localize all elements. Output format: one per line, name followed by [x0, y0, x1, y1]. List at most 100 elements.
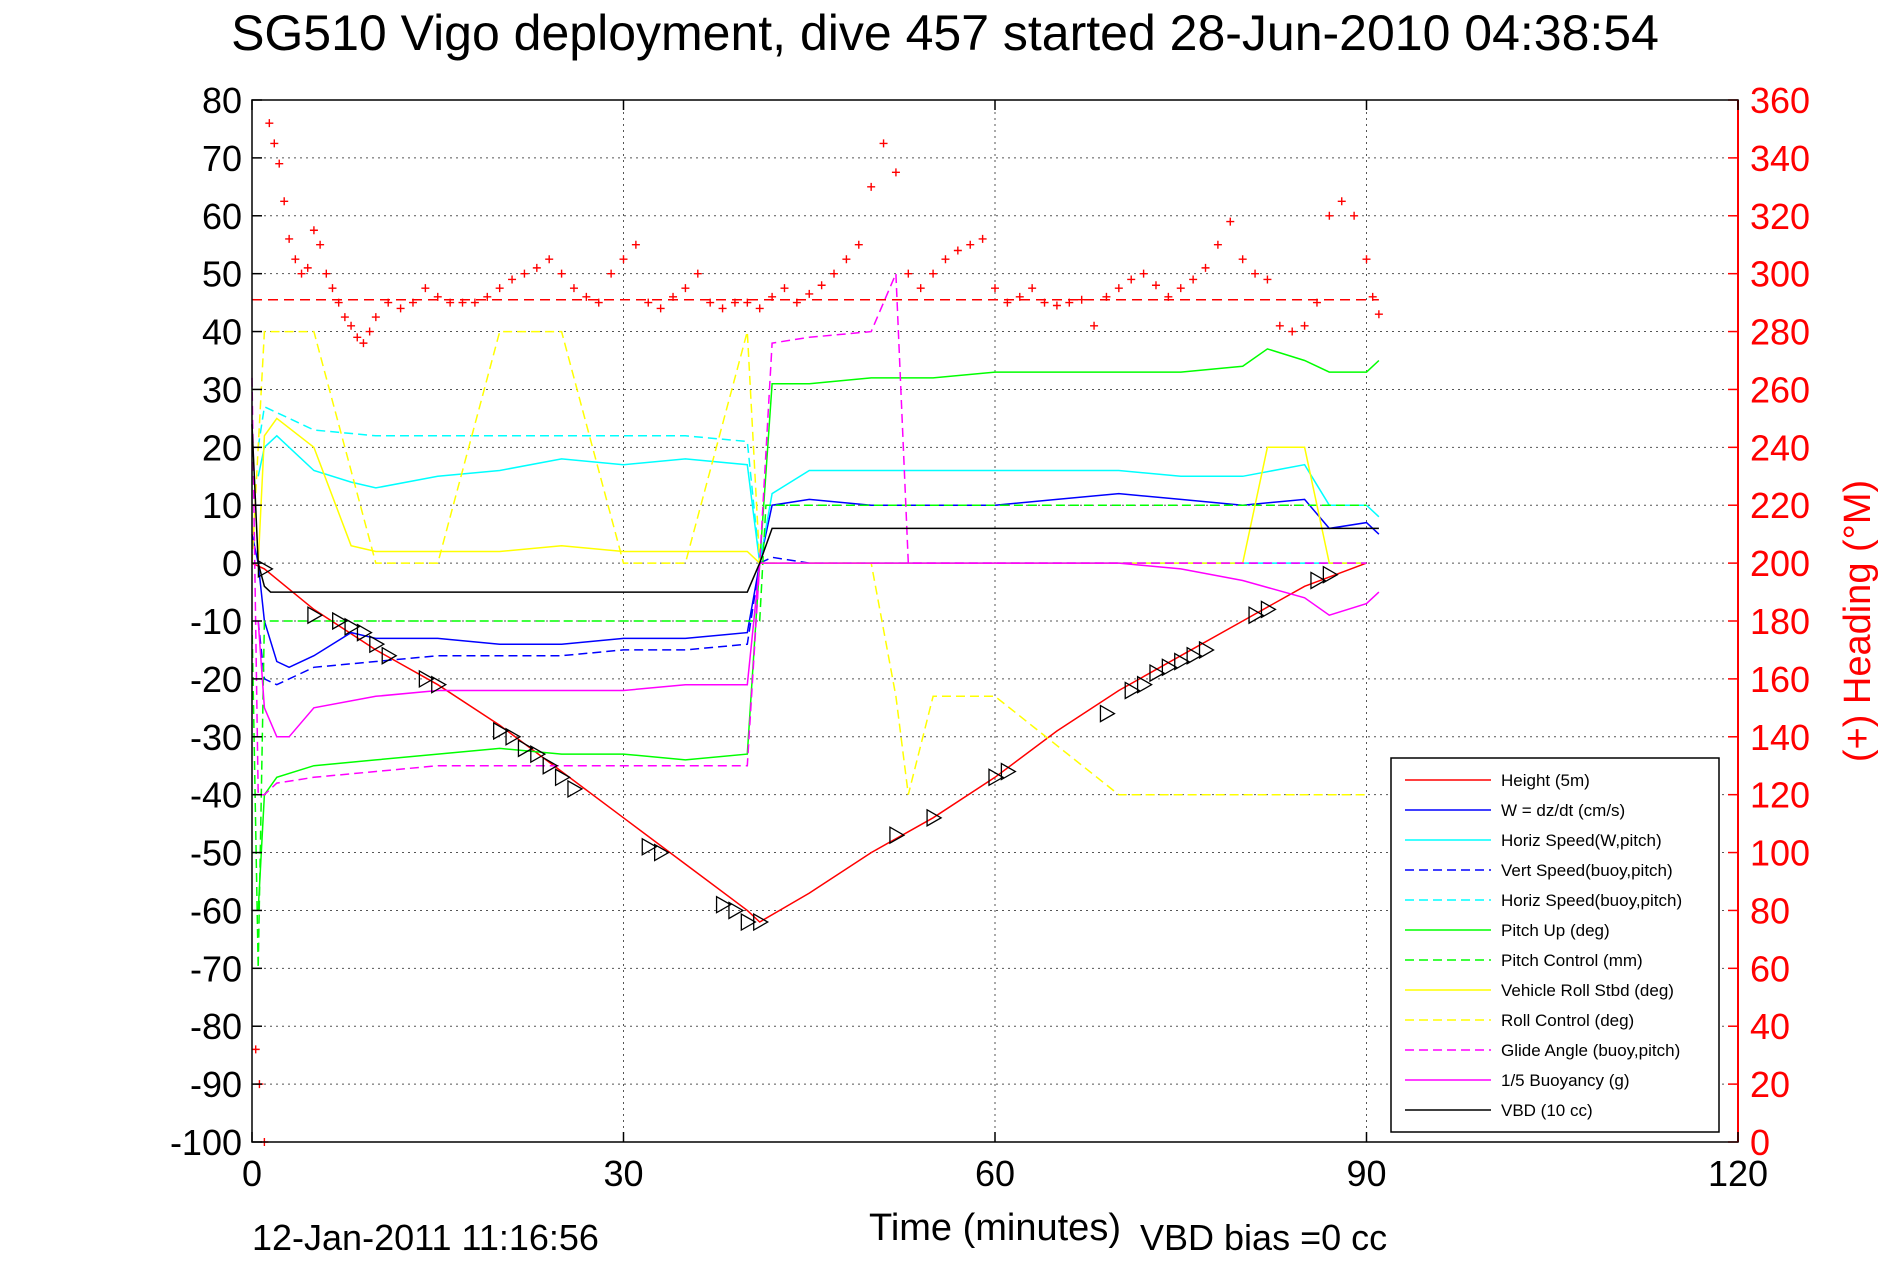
heading-point — [1350, 211, 1359, 220]
triangle-marker — [1186, 646, 1203, 665]
heading-point — [285, 234, 294, 243]
triangle-marker — [889, 826, 906, 845]
heading-point — [1052, 301, 1061, 310]
y-tick-label: -80 — [190, 1006, 242, 1047]
heading-point — [1139, 269, 1148, 278]
y2-axis-label: (+) Heading (°M) — [1837, 480, 1879, 762]
x-tick-label: 60 — [975, 1153, 1015, 1194]
y2-tick-label: 60 — [1750, 948, 1790, 989]
series-line-1 — [251, 492, 1380, 669]
y2-tick-label: 80 — [1750, 890, 1790, 931]
heading-point — [966, 240, 975, 249]
heading-point — [365, 327, 374, 336]
heading-point — [359, 339, 368, 348]
y2-tick-label: 320 — [1750, 196, 1810, 237]
triangle-marker — [1310, 571, 1327, 590]
heading-point — [631, 240, 640, 249]
triangle-marker — [641, 837, 658, 856]
series-line-8 — [251, 330, 1367, 796]
heading-point — [1288, 327, 1297, 336]
heading-markers — [251, 119, 1383, 1146]
y-tick-label: -40 — [190, 775, 242, 816]
series-line-9 — [251, 273, 1367, 796]
heading-point — [867, 182, 876, 191]
heading-point — [656, 304, 665, 313]
heading-point — [309, 226, 318, 235]
heading-point — [532, 263, 541, 272]
heading-point — [569, 284, 578, 293]
heading-point — [1263, 275, 1272, 284]
triangle-marker — [554, 768, 571, 787]
y-tick-label: 10 — [202, 485, 242, 526]
y-axis: 80 70 60 50 40 30 20 10 0 -10 -20 -30 -40 -50 -60 -70 -8… — [170, 80, 262, 1163]
heading-point — [879, 139, 888, 148]
y-tick-label: -100 — [170, 1122, 242, 1163]
y2-tick-label: 200 — [1750, 543, 1810, 584]
y2-tick-label: 120 — [1750, 775, 1810, 816]
y-tick-label: -70 — [190, 948, 242, 989]
heading-point — [557, 269, 566, 278]
heading-point — [1300, 321, 1309, 330]
y-tick-label: -20 — [190, 659, 242, 700]
heading-point — [446, 298, 455, 307]
heading-point — [347, 321, 356, 330]
y2-tick-label: 240 — [1750, 427, 1810, 468]
heading-point — [681, 284, 690, 293]
triangle-marker — [1099, 704, 1116, 723]
heading-point — [1176, 284, 1185, 293]
triangle-marker — [257, 559, 274, 579]
heading-point — [353, 333, 362, 342]
heading-point — [730, 298, 739, 307]
y2-tick-label: 40 — [1750, 1006, 1790, 1047]
heading-point — [470, 298, 479, 307]
heading-point — [251, 1045, 260, 1054]
triangle-marker — [715, 895, 732, 914]
heading-point — [1114, 284, 1123, 293]
heading-point — [280, 197, 289, 206]
heading-point — [768, 292, 777, 301]
y2-tick-label: 280 — [1750, 312, 1810, 353]
triangle-marker — [1260, 600, 1277, 619]
y-tick-label: -10 — [190, 601, 242, 642]
triangle-marker — [431, 675, 448, 694]
y2-tick-label: 180 — [1750, 601, 1810, 642]
x-tick-label: 90 — [1346, 1153, 1386, 1194]
heading-point — [1003, 298, 1012, 307]
series-group — [251, 273, 1380, 969]
triangle-marker — [1124, 681, 1141, 700]
heading-point — [1368, 292, 1377, 301]
heading-point — [619, 255, 628, 264]
heading-point — [270, 139, 279, 148]
heading-point — [1275, 321, 1284, 330]
series-line-10 — [257, 562, 1380, 738]
series-line-0 — [251, 562, 1367, 923]
series-line-4 — [257, 405, 1367, 564]
triangle-marker — [344, 617, 361, 636]
triangle-marker — [567, 779, 584, 798]
heading-point — [396, 304, 405, 313]
heading-point — [408, 298, 417, 307]
heading-point — [854, 240, 863, 249]
legend-label: Pitch Control (mm) — [1501, 951, 1643, 970]
heading-point — [991, 284, 999, 293]
y2-tick-label: 140 — [1750, 717, 1810, 758]
heading-point — [904, 269, 913, 278]
heading-point — [805, 289, 814, 298]
y-tick-label: 30 — [202, 369, 242, 410]
triangle-marker — [505, 727, 522, 746]
heading-point — [1201, 263, 1210, 272]
legend-label: Roll Control (deg) — [1501, 1011, 1634, 1030]
heading-point — [1362, 255, 1371, 264]
triangle-marker — [753, 912, 770, 932]
triangle-marker — [307, 606, 324, 625]
legend: Height (5m) W = dz/dt (cm/s) Horiz Speed(W… — [1390, 757, 1720, 1133]
series-line-2 — [257, 434, 1380, 564]
triangle-marker — [517, 739, 534, 758]
triangle-marker — [332, 611, 348, 631]
heading-point — [941, 255, 950, 264]
series-line-5 — [257, 348, 1380, 911]
heading-point — [953, 246, 962, 255]
heading-point — [607, 269, 616, 278]
heading-point — [755, 304, 764, 313]
